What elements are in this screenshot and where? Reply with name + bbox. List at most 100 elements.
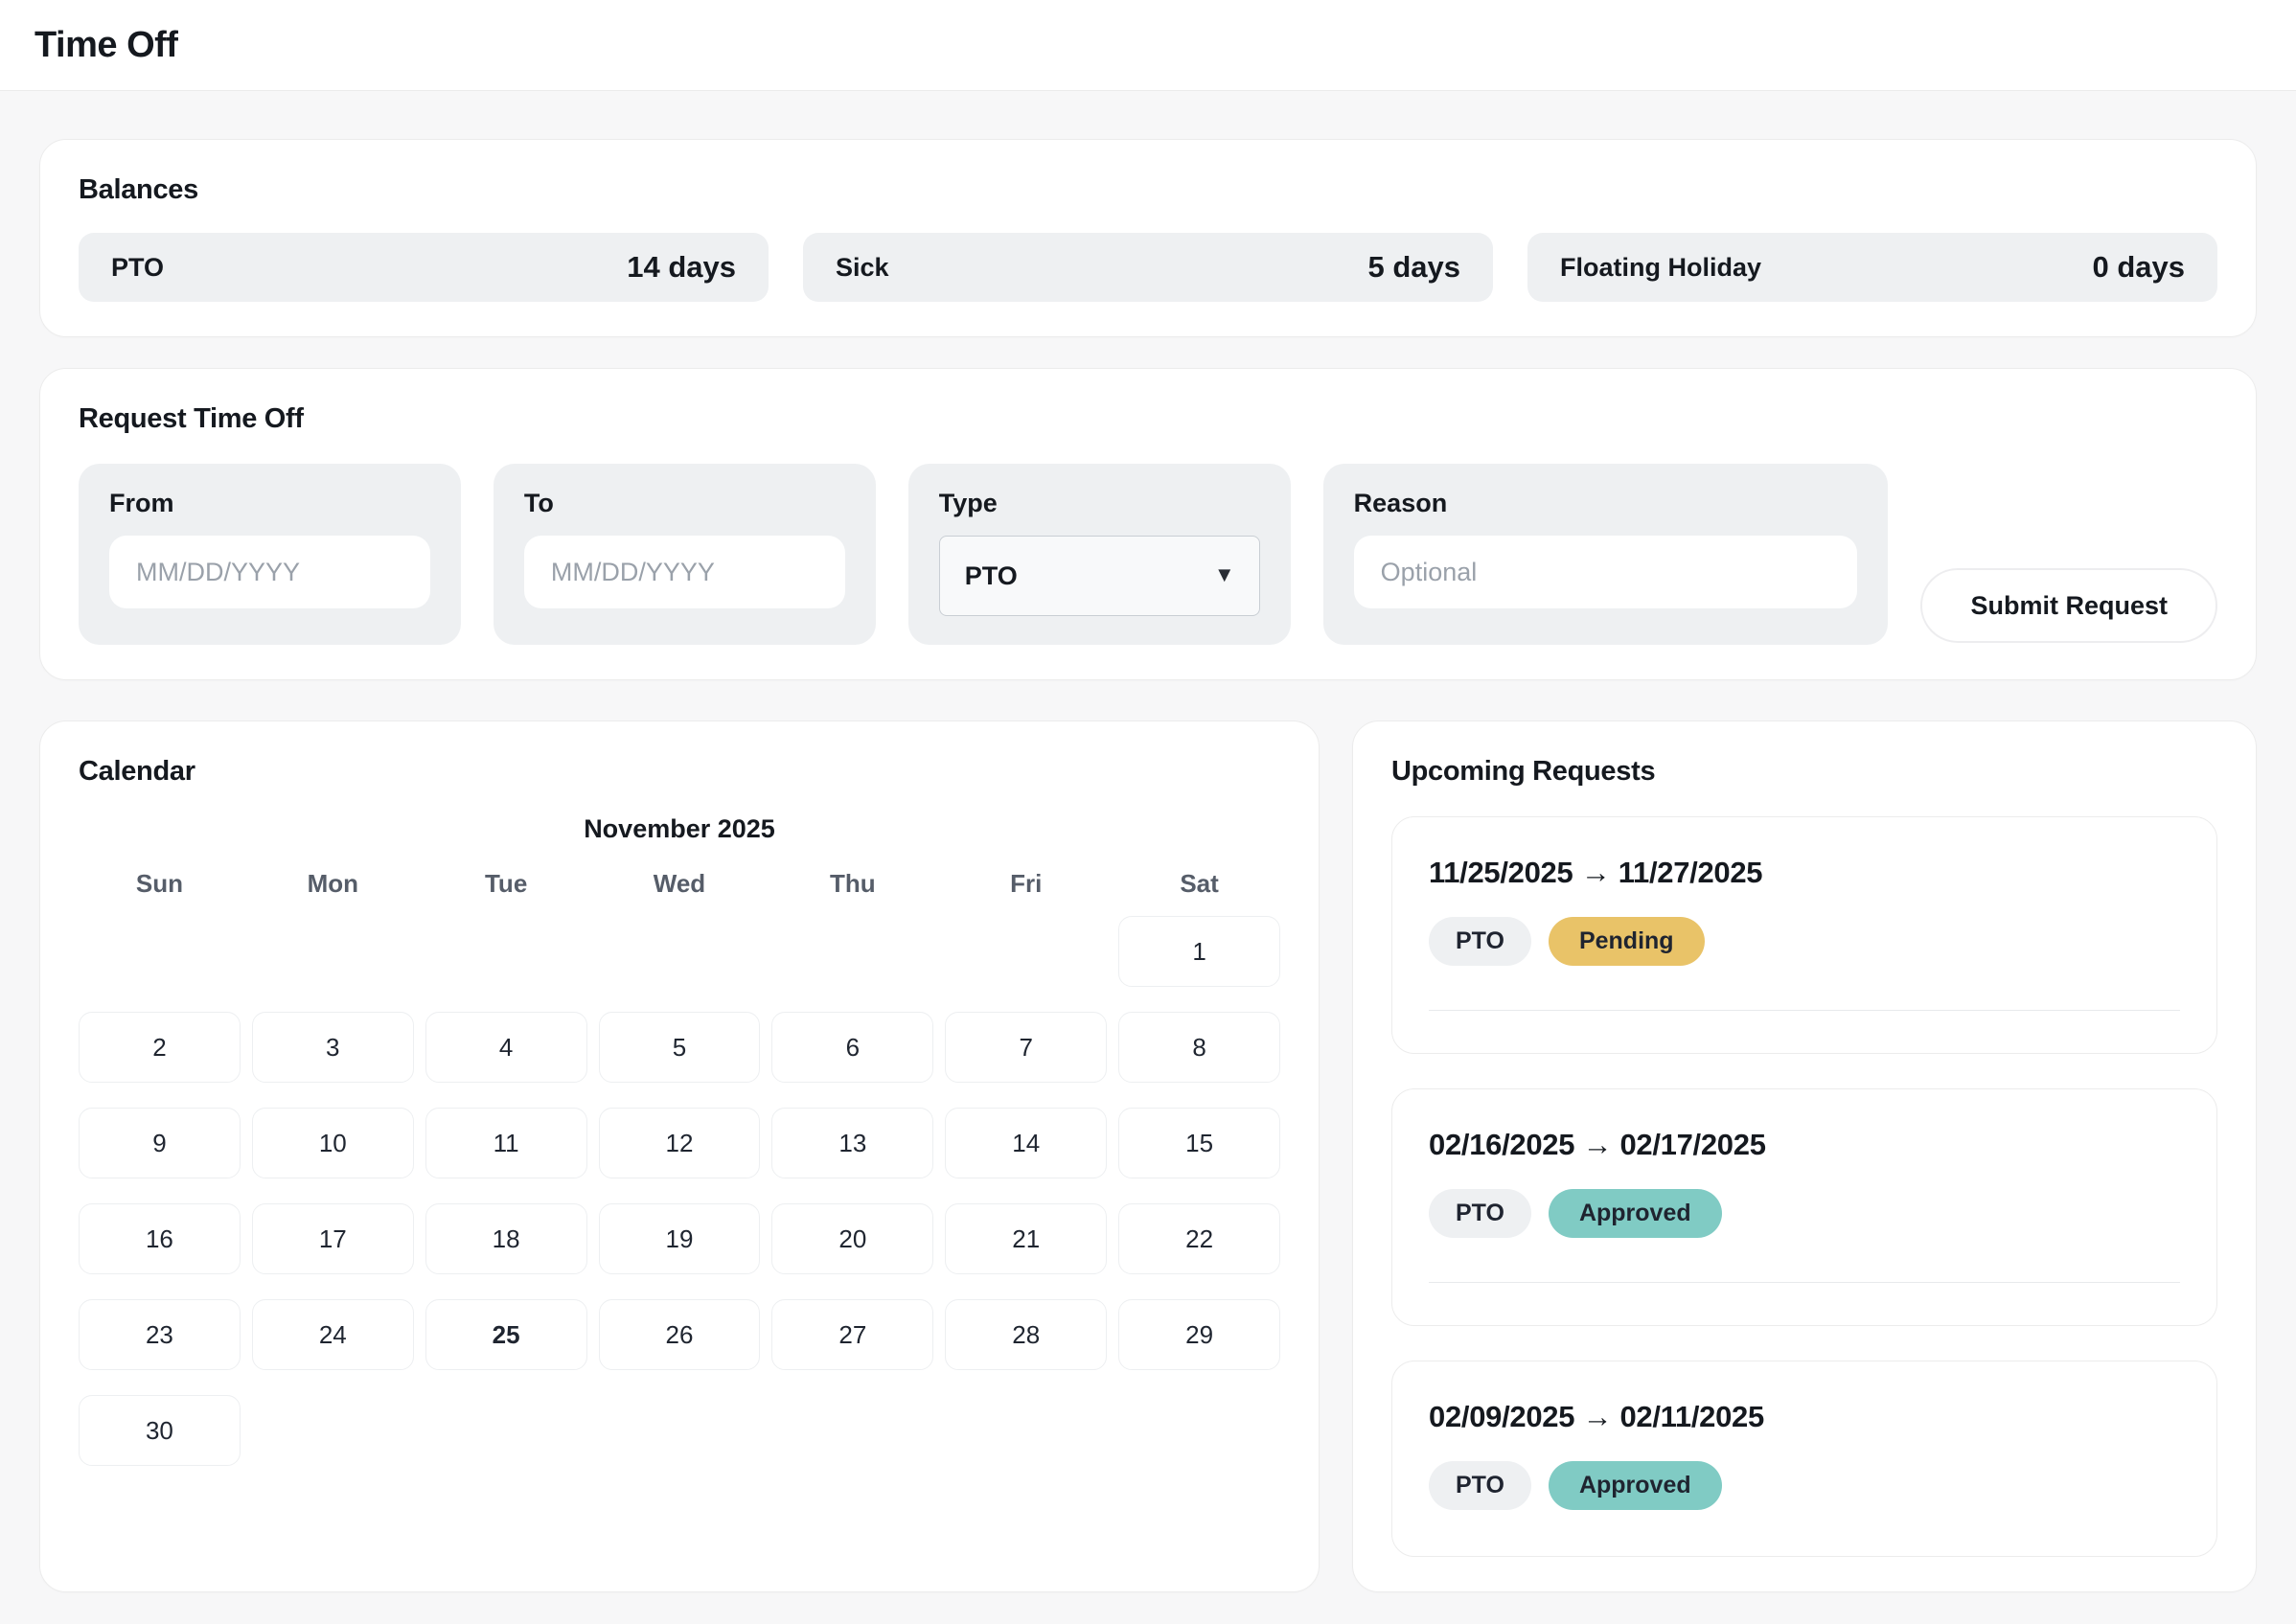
calendar-blank-cell	[771, 916, 933, 987]
from-date-input[interactable]	[109, 536, 430, 608]
weekday-label: Wed	[653, 869, 706, 898]
calendar-day-cell[interactable]: 24	[251, 1299, 414, 1370]
balance-pill: Floating Holiday 0 days	[1527, 233, 2217, 302]
calendar-day-cell[interactable]: 29	[1118, 1299, 1280, 1370]
calendar-day-cell[interactable]: 18	[425, 1203, 587, 1274]
request-form-row: From To Type PTO ▼ Reason Submit Request	[79, 464, 2217, 645]
request-card: 02/16/2025 → 02/17/2025 PTO Approved	[1391, 1088, 2217, 1326]
calendar-day-cell[interactable]: 1	[1118, 916, 1280, 987]
calendar-day-cell[interactable]: 22	[1118, 1203, 1280, 1274]
calendar-day-cell[interactable]: 7	[945, 1012, 1108, 1083]
reason-field-group: Reason	[1322, 464, 1889, 645]
balance-label: Sick	[836, 252, 889, 282]
calendar-day-cell[interactable]: 21	[945, 1203, 1108, 1274]
request-time-off-card: Request Time Off From To Type PTO ▼ Reas…	[39, 368, 2257, 680]
balance-row: PTO 14 days Sick 5 days Floating Holiday 0 da…	[79, 233, 2217, 302]
type-field-group: Type PTO ▼	[907, 464, 1291, 645]
page-title: Time Off	[34, 24, 178, 65]
upcoming-requests-title: Upcoming Requests	[1391, 756, 1656, 787]
weekday-label: Sun	[135, 869, 183, 898]
calendar-day-cell[interactable]: 12	[598, 1108, 761, 1178]
upcoming-requests-card: Upcoming Requests 11/25/2025 → 11/27/202…	[1352, 721, 2257, 1592]
balance-value: 0 days	[2092, 250, 2185, 284]
badge-row: PTO Pending	[1429, 917, 2180, 966]
calendar-blank-cell	[252, 916, 414, 987]
request-card-divider	[1429, 1282, 2180, 1283]
main-row: Calendar November 2025 Sun Mon Tue Wed Thu Fr…	[39, 721, 2257, 1592]
request-card-divider	[1429, 1010, 2180, 1011]
calendar-day-cell[interactable]: 28	[945, 1299, 1108, 1370]
calendar-day-cell[interactable]: 17	[251, 1203, 414, 1274]
from-label: From	[109, 489, 174, 517]
calendar-day-cell[interactable]: 30	[79, 1395, 241, 1466]
request-date-range: 02/16/2025 → 02/17/2025	[1429, 1128, 1766, 1161]
balance-value: 14 days	[627, 250, 736, 284]
request-date-range: 02/09/2025 → 02/11/2025	[1429, 1400, 1764, 1433]
status-badge: Pending	[1548, 917, 1705, 966]
calendar-day-cell[interactable]: 11	[425, 1108, 587, 1178]
request-card: 02/09/2025 → 02/11/2025 PTO Approved	[1391, 1361, 2217, 1557]
calendar-blank-cell	[425, 916, 587, 987]
request-type-badge: PTO	[1429, 917, 1531, 966]
status-badge: Approved	[1548, 1461, 1722, 1510]
calendar-day-cell[interactable]: 6	[771, 1012, 934, 1083]
request-form-title: Request Time Off	[79, 403, 304, 434]
content: Balances PTO 14 days Sick 5 days Floating Ho…	[0, 91, 2296, 1624]
calendar-day-cell[interactable]: 3	[251, 1012, 414, 1083]
badge-row: PTO Approved	[1429, 1461, 2180, 1510]
calendar-day-cell[interactable]: 23	[79, 1299, 241, 1370]
calendar-card: Calendar November 2025 Sun Mon Tue Wed Thu Fr…	[39, 721, 1320, 1592]
calendar-day-cell[interactable]: 20	[771, 1203, 934, 1274]
to-label: To	[523, 489, 554, 517]
page-header: Time Off	[0, 0, 2296, 91]
balances-card: Balances PTO 14 days Sick 5 days Floating Ho…	[39, 139, 2257, 337]
calendar-day-cell[interactable]: 14	[945, 1108, 1108, 1178]
calendar-day-cell[interactable]: 5	[598, 1012, 761, 1083]
weekday-label: Thu	[830, 869, 876, 898]
balances-title: Balances	[79, 174, 198, 205]
balance-pill: Sick 5 days	[803, 233, 1493, 302]
balance-label: PTO	[111, 252, 165, 282]
calendar-day-cell[interactable]: 13	[771, 1108, 934, 1178]
request-type-badge: PTO	[1429, 1189, 1531, 1238]
calendar-day-grid: 1 2 3 4 5 6 7 8 9 10 11 12 13 14 15 16 17 18 19 20 21 22 23 24 2…	[79, 916, 1280, 1466]
from-field-group: From	[79, 464, 461, 645]
type-label: Type	[938, 489, 998, 517]
weekday-label: Sat	[1180, 869, 1219, 898]
calendar-day-cell[interactable]: 25	[425, 1299, 587, 1370]
balance-label: Floating Holiday	[1560, 252, 1762, 282]
calendar-day-cell[interactable]: 4	[425, 1012, 587, 1083]
calendar-day-cell[interactable]: 8	[1118, 1012, 1280, 1083]
submit-wrap: Submit Request	[1920, 464, 2217, 645]
calendar-blank-cell	[945, 916, 1107, 987]
request-list: 11/25/2025 → 11/27/2025 PTO Pending 02/16/2…	[1391, 816, 2217, 1557]
calendar-day-cell[interactable]: 10	[251, 1108, 414, 1178]
calendar-day-cell[interactable]: 16	[79, 1203, 241, 1274]
calendar-day-cell[interactable]: 15	[1118, 1108, 1280, 1178]
calendar-day-cell[interactable]: 26	[598, 1299, 761, 1370]
weekday-label: Tue	[484, 869, 528, 898]
request-type-badge: PTO	[1429, 1461, 1531, 1510]
calendar-title: Calendar	[79, 756, 195, 787]
to-date-input[interactable]	[523, 536, 845, 608]
calendar-blank-cell	[599, 916, 761, 987]
to-field-group: To	[493, 464, 876, 645]
weekday-header-row: Sun Mon Tue Wed Thu Fri Sat	[79, 869, 1280, 899]
calendar-day-cell[interactable]: 27	[771, 1299, 934, 1370]
reason-input[interactable]	[1353, 536, 1858, 608]
type-select[interactable]: PTO	[938, 536, 1260, 616]
balance-pill: PTO 14 days	[79, 233, 769, 302]
request-card: 11/25/2025 → 11/27/2025 PTO Pending	[1391, 816, 2217, 1054]
submit-request-button[interactable]: Submit Request	[1920, 568, 2217, 643]
badge-row: PTO Approved	[1429, 1189, 2180, 1238]
request-date-range: 11/25/2025 → 11/27/2025	[1429, 856, 1763, 889]
calendar-month-label: November 2025	[584, 814, 775, 843]
calendar-day-cell[interactable]: 9	[79, 1108, 241, 1178]
status-badge: Approved	[1548, 1189, 1722, 1238]
calendar-day-cell[interactable]: 19	[598, 1203, 761, 1274]
balance-value: 5 days	[1367, 250, 1460, 284]
weekday-label: Mon	[307, 869, 358, 898]
weekday-label: Fri	[1010, 869, 1043, 898]
reason-label: Reason	[1353, 489, 1448, 517]
calendar-day-cell[interactable]: 2	[79, 1012, 241, 1083]
